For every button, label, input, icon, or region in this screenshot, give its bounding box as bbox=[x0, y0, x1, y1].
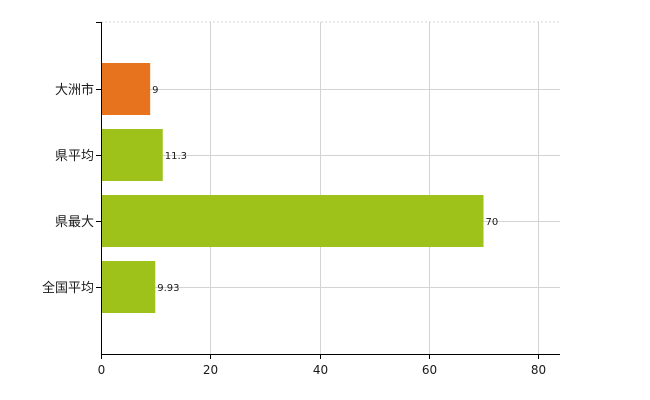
x-tick-label-60: 60 bbox=[422, 363, 437, 377]
bar-県平均 bbox=[101, 129, 163, 181]
y-tick-label-県最大: 県最大 bbox=[55, 215, 94, 230]
data-label-県最大: 70 bbox=[486, 217, 499, 228]
data-label-全国平均: 9.93 bbox=[157, 283, 179, 294]
x-tick-label-80: 80 bbox=[531, 363, 546, 377]
bar-全国平均 bbox=[101, 261, 156, 313]
y-tick-label-全国平均: 全国平均 bbox=[42, 280, 94, 296]
data-label-県平均: 11.3 bbox=[165, 151, 187, 162]
x-tick-label-0: 0 bbox=[98, 363, 106, 377]
bar-大洲市 bbox=[101, 63, 151, 115]
y-tick-label-大洲市: 大洲市 bbox=[55, 82, 94, 98]
bar-県最大 bbox=[101, 195, 484, 247]
data-label-大洲市: 9 bbox=[152, 85, 158, 96]
x-tick-label-40: 40 bbox=[313, 363, 328, 377]
x-tick-label-20: 20 bbox=[203, 363, 218, 377]
y-tick-label-県平均: 県平均 bbox=[55, 149, 94, 164]
